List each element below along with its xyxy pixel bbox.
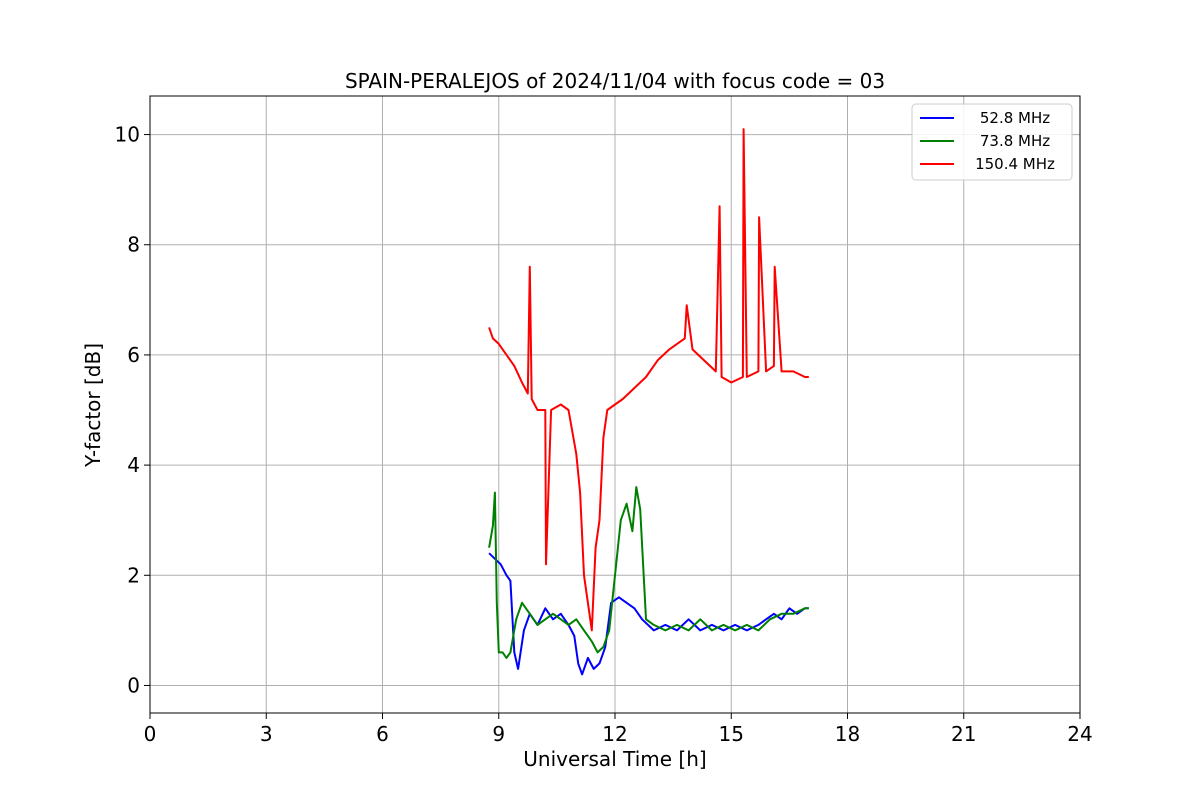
series-line-2 (488, 128, 809, 632)
series-line-0 (488, 552, 809, 676)
y-tick-label: 6 (127, 343, 140, 367)
x-tick-label: 9 (492, 722, 505, 746)
series-layer (488, 128, 809, 676)
y-tick-label: 0 (127, 673, 140, 697)
x-axis: 0 3 6 9 12 15 18 21 24 (144, 713, 1093, 746)
legend-label: 73.8 MHz (980, 132, 1050, 150)
legend-label: 52.8 MHz (980, 109, 1050, 127)
y-tick-label: 10 (115, 123, 140, 147)
x-tick-label: 15 (719, 722, 744, 746)
legend-box (911, 103, 1073, 181)
legend-label: 150.4 MHz (975, 155, 1055, 173)
y-axis-label: Y-factor [dB] (81, 343, 105, 468)
y-axis: 0 2 4 6 8 10 (115, 123, 150, 697)
y-tick-label: 2 (127, 563, 140, 587)
x-tick-label: 21 (951, 722, 976, 746)
y-tick-label: 8 (127, 233, 140, 257)
y-tick-label: 4 (127, 453, 140, 477)
chart-title: SPAIN-PERALEJOS of 2024/11/04 with focus… (345, 69, 885, 93)
series-line-1 (488, 486, 809, 659)
x-tick-label: 18 (835, 722, 860, 746)
x-tick-label: 3 (260, 722, 273, 746)
legend: 52.8 MHz 73.8 MHz 150.4 MHz (911, 103, 1073, 181)
x-tick-label: 6 (376, 722, 389, 746)
x-axis-label: Universal Time [h] (523, 747, 706, 771)
x-tick-label: 24 (1067, 722, 1092, 746)
x-tick-label: 0 (144, 722, 157, 746)
x-tick-label: 12 (602, 722, 627, 746)
